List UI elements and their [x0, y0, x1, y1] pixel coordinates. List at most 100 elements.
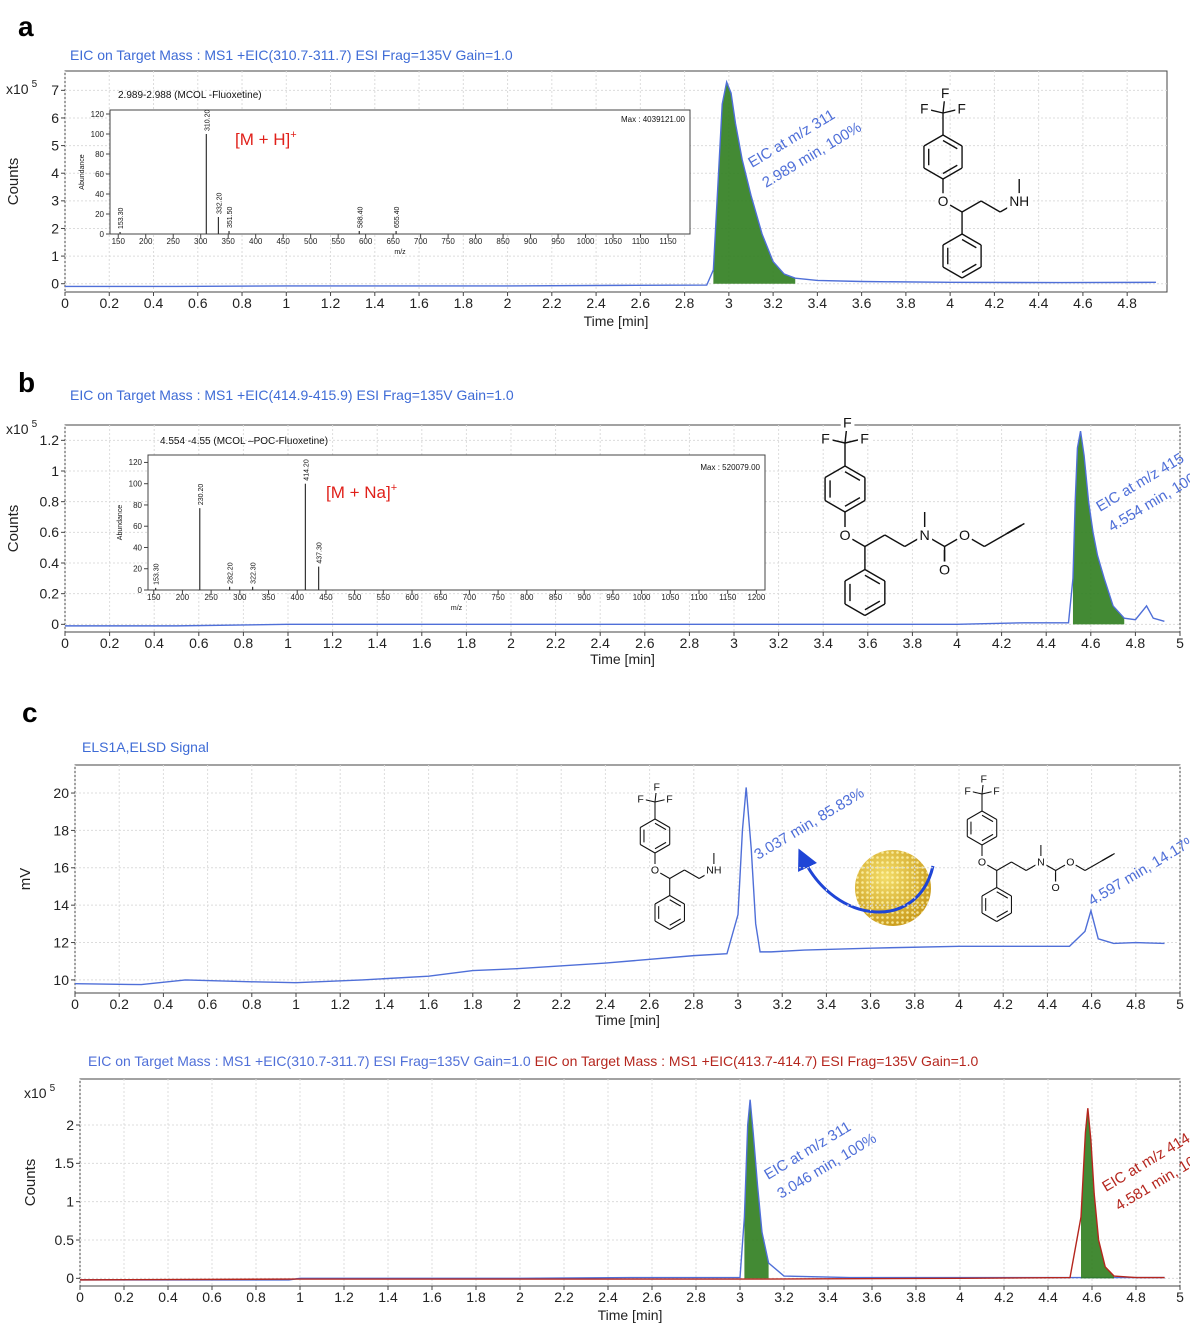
annotation-sup: +: [290, 129, 296, 141]
x-axis-label: Time [min]: [584, 313, 649, 329]
nanoparticle: [855, 850, 931, 926]
x-tick-label: 4.4: [1038, 996, 1058, 1012]
plot-frame: [147, 454, 766, 591]
y-tick-label: 40: [95, 190, 104, 199]
atom-label: O: [839, 528, 850, 544]
atom-label: O: [978, 857, 986, 869]
peak-label: 153.30: [118, 207, 125, 229]
x-tick-label: 650: [386, 237, 400, 246]
bond: [669, 918, 682, 926]
x-tick-label: 1150: [659, 237, 677, 246]
x-axis-label: Time [min]: [590, 651, 655, 667]
x-tick-label: 3.8: [903, 635, 923, 651]
y-tick-label: 1: [66, 1194, 74, 1210]
x-tick-label: 1: [284, 635, 292, 651]
bond: [864, 534, 886, 548]
atom-label: F: [666, 793, 673, 805]
x-tick-label: 550: [377, 593, 391, 602]
legend-entry: EIC on Target Mass : MS1 +EIC(413.7-414.…: [535, 1053, 979, 1069]
inset-y-label: Abundance: [79, 154, 86, 190]
chart-title: EIC on Target Mass : MS1 +EIC(310.7-311.…: [70, 47, 513, 63]
x-tick-label: 3.6: [861, 996, 881, 1012]
peak-label: 655.40: [394, 206, 401, 228]
x-tick-label: 1.6: [419, 996, 439, 1012]
x-tick-label: 1050: [661, 593, 679, 602]
bond: [942, 167, 963, 180]
bond: [844, 568, 866, 582]
y-tick-label: 0.4: [40, 555, 60, 571]
bond: [654, 920, 670, 930]
series-line: [65, 431, 1165, 627]
bond: [825, 437, 846, 444]
bond: [999, 200, 1020, 213]
x-tick-label: 800: [469, 237, 483, 246]
x-tick-label: 3.8: [905, 996, 925, 1012]
x-tick-label: 1.2: [323, 635, 343, 651]
bond: [996, 891, 1009, 899]
x-tick-label: 4.6: [1073, 295, 1093, 311]
x-tick-label: 3.2: [774, 1289, 794, 1305]
x-tick-label: 5: [1176, 1289, 1184, 1305]
annotation-main: [M + H]: [235, 130, 290, 149]
x-tick-label: 400: [291, 593, 305, 602]
bond: [996, 887, 1012, 897]
panel-label: b: [18, 367, 35, 398]
x-tick-label: 2.2: [551, 996, 571, 1012]
y-tick-label: 20: [53, 785, 69, 801]
x-tick-label: 2.2: [546, 635, 566, 651]
x-tick-label: 850: [496, 237, 510, 246]
y-tick-label: 6: [51, 110, 59, 126]
y-tick-label: 2: [66, 1117, 74, 1133]
bond: [961, 200, 982, 213]
bond: [944, 534, 965, 548]
bond: [654, 786, 658, 803]
y-tick-label: 80: [133, 501, 142, 510]
x-tick-label: 0.4: [154, 996, 174, 1012]
x-tick-label: 2.8: [686, 1289, 706, 1305]
x-tick-label: 4: [946, 295, 954, 311]
atom-label: F: [821, 431, 830, 447]
x-tick-label: 950: [551, 237, 565, 246]
inset-annotation: [M + H]+: [235, 129, 297, 149]
inset-background: [148, 455, 765, 590]
panel-label: a: [18, 11, 34, 42]
x-tick-label: 0.2: [100, 295, 120, 311]
x-tick-label: 0.6: [188, 295, 208, 311]
bond: [844, 603, 866, 617]
atom-label: F: [920, 101, 928, 116]
legend: EIC on Target Mass : MS1 +EIC(310.7-311.…: [88, 1053, 978, 1069]
x-tick-label: 0.2: [109, 996, 129, 1012]
x-tick-label: 150: [112, 237, 126, 246]
x-tick-label: 1.8: [457, 635, 477, 651]
x-tick-label: 1100: [632, 237, 650, 246]
y-scale-base: x10: [6, 421, 29, 437]
x-tick-label: 3: [734, 996, 742, 1012]
x-tick-label: 850: [549, 593, 563, 602]
x-tick-label: 200: [176, 593, 190, 602]
y-tick-label: 20: [133, 565, 142, 574]
chart-title: EIC on Target Mass : MS1 +EIC(414.9-415.…: [70, 387, 514, 403]
bond: [654, 841, 667, 850]
x-tick-label: 0: [71, 996, 79, 1012]
peak-label: 332.20: [216, 192, 223, 214]
x-tick-label: 1100: [690, 593, 708, 602]
peak-label: 153.30: [154, 563, 161, 585]
x-tick-label: 1.4: [365, 295, 385, 311]
x-tick-label: 2.6: [631, 295, 651, 311]
bond: [654, 822, 667, 831]
x-tick-label: 4.2: [992, 635, 1012, 651]
x-tick-label: 3.6: [858, 635, 878, 651]
y-axis-label: Counts: [5, 505, 22, 553]
y-tick-label: 1.2: [40, 432, 60, 448]
atom-label: N: [1037, 857, 1045, 869]
atom-label: F: [637, 793, 644, 805]
y-tick-label: 100: [91, 130, 105, 139]
x-tick-label: 500: [348, 593, 362, 602]
y-tick-label: 0.2: [40, 586, 60, 602]
inset-annotation: [M + Na]+: [326, 482, 397, 502]
bond: [981, 833, 994, 842]
x-tick-label: 250: [204, 593, 218, 602]
bond: [964, 534, 985, 548]
